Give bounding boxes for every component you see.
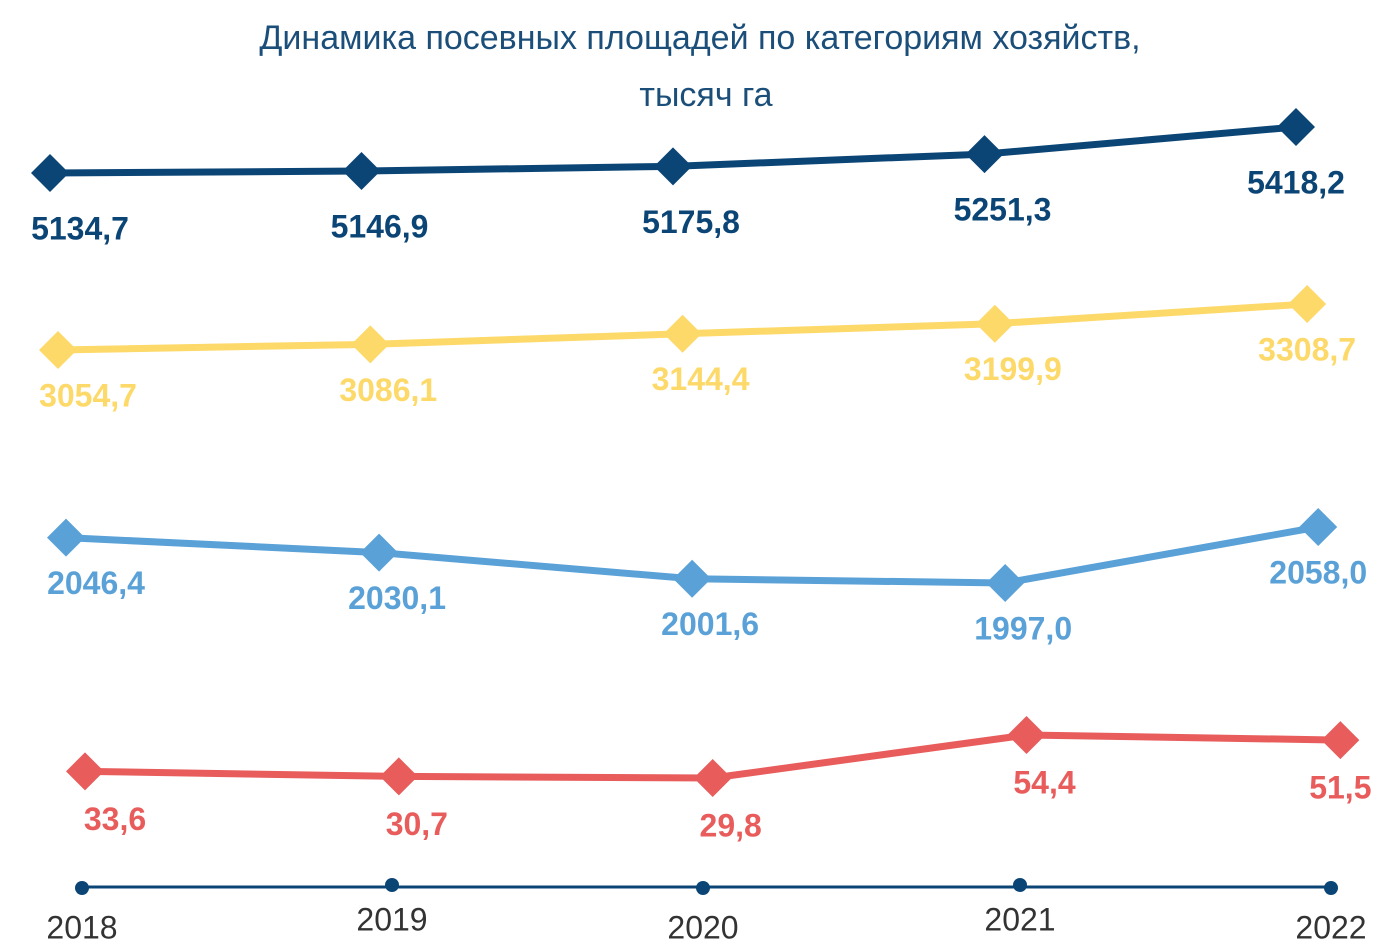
x-tick-label: 2021 — [984, 901, 1055, 937]
data-label: 1997,0 — [974, 610, 1072, 646]
data-label: 2001,6 — [661, 606, 759, 642]
x-tick-dot — [696, 881, 710, 895]
x-tick-label: 2018 — [46, 909, 117, 945]
x-tick-dot — [1324, 881, 1338, 895]
point-marker — [1007, 716, 1046, 754]
point-marker — [342, 152, 381, 191]
data-label: 54,4 — [1013, 764, 1075, 800]
point-marker — [693, 759, 732, 797]
point-marker — [379, 757, 418, 796]
point-marker — [975, 304, 1014, 343]
data-label: 5251,3 — [954, 192, 1052, 228]
point-marker — [663, 314, 702, 353]
point-marker — [986, 564, 1025, 602]
data-label: 3054,7 — [39, 377, 137, 413]
data-label: 3086,1 — [339, 372, 437, 408]
x-tick-label: 2022 — [1295, 909, 1366, 945]
data-label: 29,8 — [700, 807, 762, 843]
data-label: 2030,1 — [348, 580, 446, 616]
chart-title: Динамика посевных площадей по категориям… — [259, 19, 1140, 57]
point-marker — [1299, 508, 1338, 546]
data-label: 3199,9 — [964, 351, 1062, 387]
point-marker — [673, 559, 712, 598]
x-tick-dot — [75, 881, 89, 895]
data-label: 3144,4 — [652, 361, 750, 397]
point-marker — [39, 331, 77, 369]
x-tick-dot — [1013, 878, 1027, 892]
x-tick-dot — [385, 878, 399, 892]
point-marker — [360, 533, 399, 572]
data-label: 5146,9 — [331, 208, 429, 244]
data-label: 5418,2 — [1247, 164, 1345, 200]
data-label: 30,7 — [386, 806, 448, 842]
point-marker — [1321, 721, 1360, 760]
point-marker — [66, 752, 104, 791]
point-marker — [1277, 108, 1315, 146]
data-label: 2058,0 — [1269, 554, 1367, 590]
x-tick-label: 2020 — [667, 909, 738, 945]
point-marker — [47, 518, 85, 557]
point-marker — [1288, 285, 1327, 323]
point-marker — [654, 147, 692, 186]
data-label: 5134,7 — [31, 210, 129, 246]
point-marker — [351, 325, 390, 364]
data-label: 2046,4 — [47, 565, 145, 601]
point-marker — [965, 135, 1004, 174]
data-label: 51,5 — [1309, 770, 1371, 806]
point-marker — [31, 154, 69, 192]
data-label: 3308,7 — [1258, 331, 1356, 367]
data-label: 33,6 — [84, 801, 146, 837]
data-label: 5175,8 — [642, 204, 740, 240]
chart-title: тысяч га — [639, 76, 772, 114]
x-tick-label: 2019 — [356, 901, 427, 937]
